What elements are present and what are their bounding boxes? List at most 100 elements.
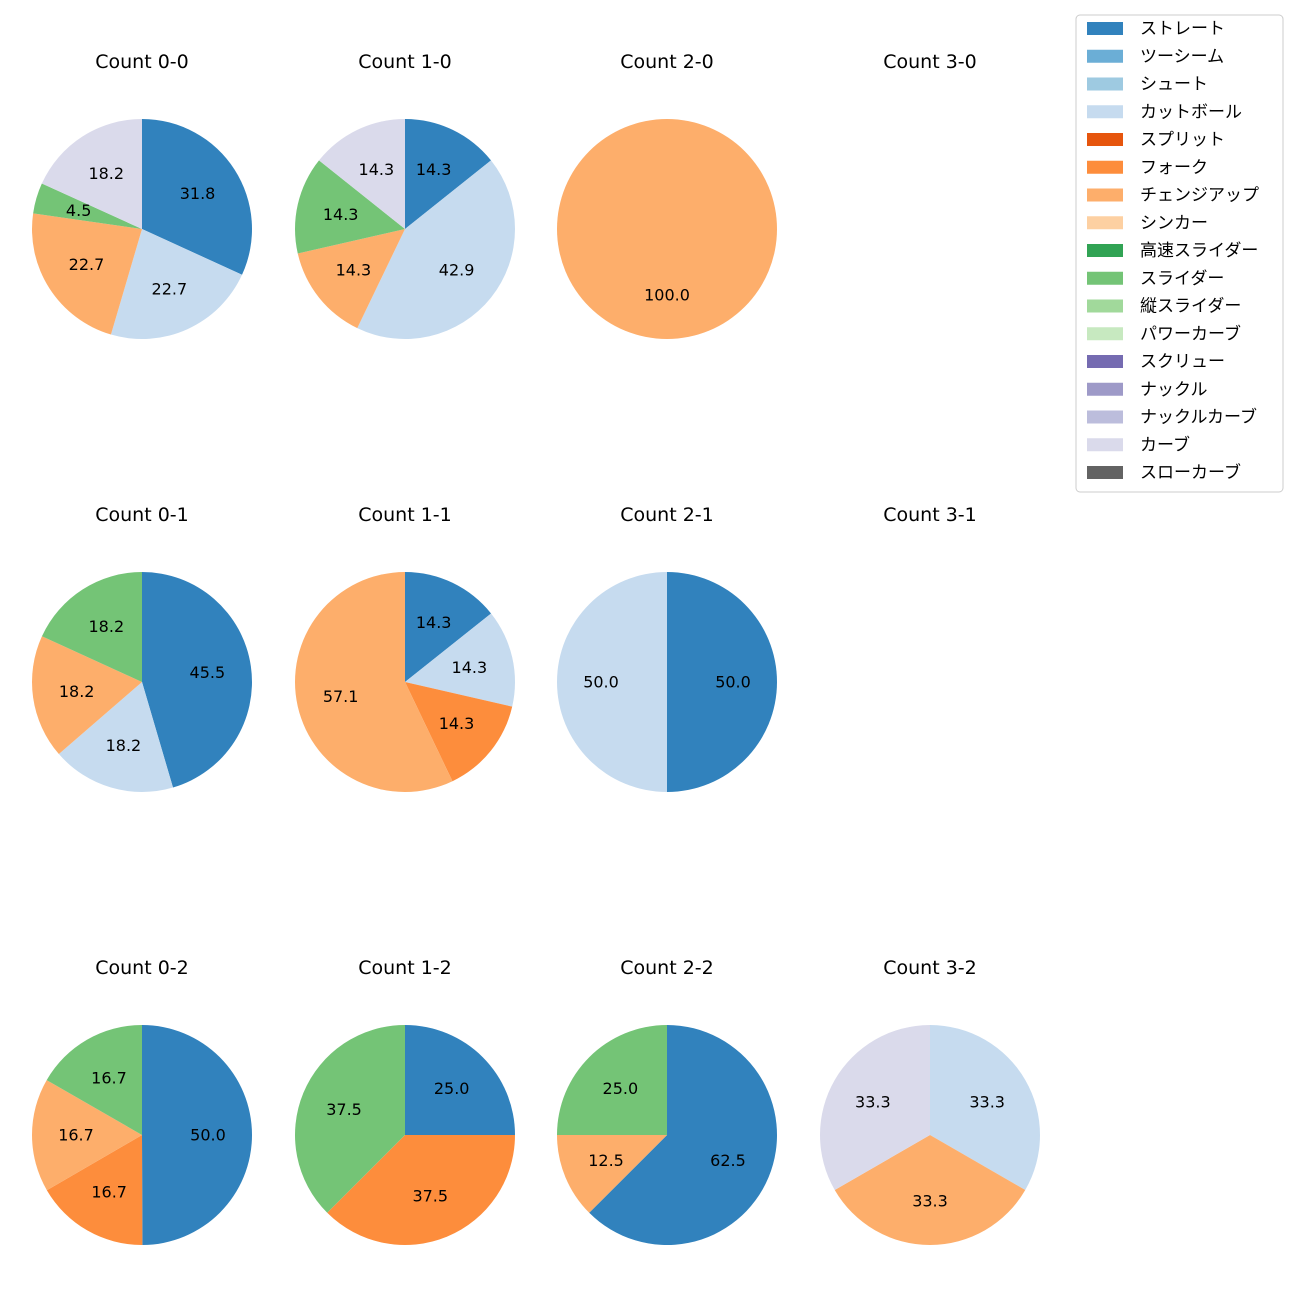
legend-item: カーブ [1087,434,1190,455]
legend-item: スプリット [1087,130,1225,150]
pie-slice [41,118,143,229]
legend-swatch [1087,466,1123,479]
pie-slice-label: 45.5 [190,663,226,682]
pie-slice-label: 14.3 [439,714,475,733]
pie-slice-label: 37.5 [326,1100,362,1119]
legend-swatch [1087,22,1123,35]
pie-slice [32,213,143,335]
pie-slice-label: 22.7 [152,280,188,299]
pie-chart: Count 3-2 33.3 33.3 33.3 [820,957,1040,1245]
legend-item: スローカーブ [1087,462,1241,483]
pie-slice-label: 4.5 [66,201,91,220]
pie-slice [297,229,405,329]
legend-item: 縦スライダー [1087,297,1241,317]
pie-slice [557,572,667,792]
pie-slice-label: 16.7 [91,1068,127,1087]
pie-slice [142,119,252,275]
pie-title: Count 3-2 [883,957,977,979]
legend-label: ナックル [1140,380,1208,400]
pie-slice [294,572,453,792]
legend-swatch [1087,438,1123,452]
pie-slice-label: 50.0 [583,673,619,692]
pie-slice [58,682,173,792]
legend: ストレートツーシームシュートカットボールスプリットフォークチェンジアップシンカー… [1075,14,1284,493]
pie-slice-label: 33.3 [912,1192,948,1211]
pie-slice-label: 37.5 [412,1186,448,1205]
pie-slice [46,1135,143,1245]
legend-label: スローカーブ [1140,462,1241,483]
legend-item: パワーカーブ [1087,323,1241,344]
legend-label: 縦スライダー [1140,297,1241,317]
pie-slice-label: 18.2 [89,617,125,636]
pie-slice [405,1025,515,1135]
legend-item: フォーク [1087,158,1208,178]
pie-slice [142,1025,253,1245]
legend-label: ツーシーム [1140,47,1224,67]
pie-slice [41,572,143,682]
legend-swatch [1087,133,1123,146]
pie-slice [930,1025,1040,1190]
pie-slice [589,1025,778,1245]
pie-slice-label: 16.7 [58,1126,94,1145]
pie-slice-label: 62.5 [710,1151,746,1170]
legend-item: ツーシーム [1087,47,1224,67]
legend-swatch [1087,244,1123,257]
pie-slice [405,682,513,782]
legend-item: スライダー [1087,269,1224,289]
pie-slice [295,1025,405,1213]
pie-title: Count 3-1 [883,504,977,526]
pie-slice-label: 14.3 [359,160,395,179]
legend-swatch [1087,77,1123,91]
legend-label: パワーカーブ [1140,323,1241,344]
pie-slice [110,229,243,339]
legend-label: フォーク [1140,158,1208,178]
pie-slice-label: 16.7 [91,1183,127,1202]
pie-slice-label: 33.3 [855,1093,891,1112]
pie-title: Count 3-0 [883,51,977,73]
pie-charts: Count 0-0 31.8 22.7 22.7 4.5 18.2 Count 1-0 14.… [31,51,1040,1246]
pie-slice-label: 14.3 [452,658,488,677]
legend-item: 高速スライダー [1087,241,1258,261]
legend-swatch [1087,271,1123,285]
legend-frame [1075,14,1284,493]
pie-chart: Count 1-0 14.3 42.9 14.3 14.3 14.3 [295,51,515,339]
legend-item: ストレート [1087,19,1225,39]
pie-chart: Count 2-1 50.0 50.0 [557,504,777,792]
pie-slice-label: 25.0 [603,1079,639,1098]
legend-item: シュート [1087,75,1208,95]
pie-slice [557,1135,667,1213]
pie-slice [357,160,515,339]
pie-slice-label: 33.3 [969,1093,1005,1112]
pie-slice-label: 31.8 [180,184,216,203]
legend-item: ナックル [1087,380,1208,400]
legend-swatch [1087,327,1123,341]
pie-title: Count 2-1 [620,504,714,526]
pie-slice [31,636,142,755]
pie-slice-label: 57.1 [323,687,359,706]
pie-slice [667,572,777,792]
legend-items: ストレートツーシームシュートカットボールスプリットフォークチェンジアップシンカー… [1087,19,1259,483]
pie-chart: Count 3-0 [883,51,977,73]
pie-slice-label: 18.2 [106,736,142,755]
pie-slice [327,1135,515,1246]
pie-slice-label: 14.3 [416,160,452,179]
pie-slice-label: 14.3 [416,613,452,632]
legend-label: 高速スライダー [1140,241,1258,261]
legend-item: ナックルカーブ [1087,407,1257,428]
pie-title: Count 2-0 [620,51,714,73]
pie-slice [295,160,405,254]
pie-slice-label: 18.2 [88,164,124,183]
legend-label: シュート [1140,75,1208,95]
pie-slice [142,572,253,788]
legend-label: ナックルカーブ [1140,407,1257,428]
legend-swatch [1087,216,1123,230]
legend-swatch [1087,410,1123,424]
legend-item: スクリュー [1087,352,1225,372]
pie-slice [820,1025,930,1190]
pie-slice-label: 50.0 [190,1125,226,1144]
pie-slice-label: 25.0 [434,1079,470,1098]
legend-label: スクリュー [1140,352,1225,372]
legend-label: シンカー [1140,213,1208,233]
pie-slice-label: 100.0 [644,286,690,305]
